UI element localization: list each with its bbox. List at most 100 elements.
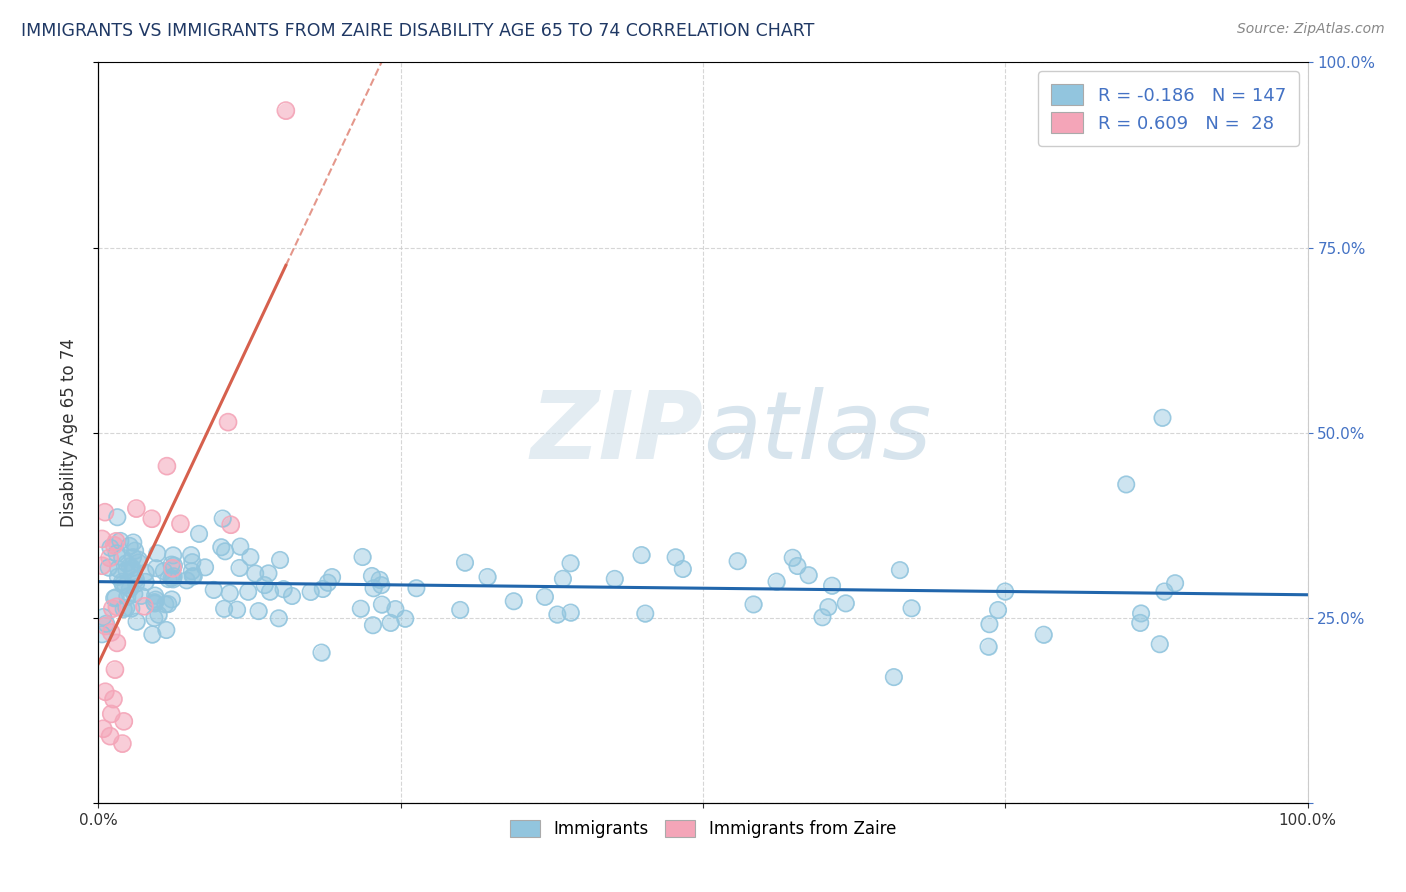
Point (321, 570, 343, 584)
Point (155, 623, 177, 637)
Point (111, 574, 134, 589)
Point (121, 561, 143, 575)
Point (122, 535, 145, 549)
Point (900, 601, 922, 615)
Point (124, 543, 146, 558)
Point (128, 553, 150, 567)
Point (111, 550, 134, 565)
Point (1153, 584, 1175, 599)
Point (281, 589, 304, 603)
Point (111, 577, 134, 591)
Point (105, 546, 128, 560)
Point (630, 548, 652, 562)
Point (180, 564, 202, 578)
Point (124, 543, 146, 558)
Point (91, 610, 114, 624)
Point (380, 615, 402, 630)
Point (603, 572, 626, 586)
Point (405, 581, 427, 595)
Point (560, 606, 582, 620)
Point (91, 558, 114, 573)
Point (176, 574, 198, 588)
Point (350, 601, 373, 615)
Point (1115, 477, 1137, 491)
Point (148, 607, 170, 622)
Point (134, 599, 156, 614)
Point (160, 571, 183, 585)
Point (117, 590, 139, 604)
Point (180, 548, 202, 562)
Point (118, 582, 141, 596)
Point (821, 579, 844, 593)
Point (94, 505, 117, 519)
Point (228, 561, 250, 575)
Point (176, 574, 198, 588)
Point (127, 556, 149, 570)
Point (181, 569, 204, 583)
Point (115, 600, 138, 615)
Point (105, 599, 128, 614)
Point (183, 569, 205, 583)
Point (125, 573, 148, 587)
Point (371, 598, 394, 612)
Point (96, 616, 118, 631)
Point (316, 575, 339, 590)
Point (120, 601, 142, 615)
Point (835, 596, 858, 610)
Point (127, 556, 149, 570)
Point (253, 578, 276, 592)
Point (94, 619, 117, 633)
Point (987, 603, 1010, 617)
Point (269, 553, 291, 567)
Point (141, 512, 163, 526)
Point (312, 582, 335, 596)
Point (163, 558, 186, 573)
Point (160, 592, 183, 607)
Point (194, 560, 217, 574)
Point (121, 565, 143, 579)
Point (114, 578, 136, 592)
Point (111, 550, 134, 565)
Point (226, 603, 249, 617)
Point (143, 611, 166, 625)
Point (97, 560, 120, 574)
Point (143, 589, 166, 603)
Point (634, 607, 657, 621)
Point (883, 670, 905, 684)
Point (135, 574, 157, 589)
Point (883, 670, 905, 684)
Text: Source: ZipAtlas.com: Source: ZipAtlas.com (1237, 22, 1385, 37)
Point (103, 538, 125, 552)
Point (274, 103, 297, 118)
Point (889, 563, 911, 577)
Point (94, 685, 117, 699)
Point (765, 574, 787, 589)
Point (1152, 410, 1174, 425)
Point (112, 714, 135, 729)
Point (194, 560, 217, 574)
Point (546, 607, 568, 622)
Point (259, 584, 281, 599)
Point (120, 601, 142, 615)
Point (217, 415, 239, 429)
Point (361, 569, 384, 583)
Point (118, 559, 141, 574)
Point (274, 103, 297, 118)
Point (229, 540, 252, 554)
Point (1129, 615, 1152, 630)
Point (125, 573, 148, 587)
Point (91, 722, 114, 736)
Point (352, 549, 374, 564)
Point (105, 534, 128, 549)
Point (368, 573, 391, 587)
Point (91, 627, 114, 641)
Point (603, 572, 626, 586)
Point (143, 589, 166, 603)
Point (98, 550, 121, 565)
Point (115, 600, 138, 615)
Text: IMMIGRANTS VS IMMIGRANTS FROM ZAIRE DISABILITY AGE 65 TO 74 CORRELATION CHART: IMMIGRANTS VS IMMIGRANTS FROM ZAIRE DISA… (21, 22, 814, 40)
Point (742, 598, 765, 612)
Point (211, 511, 233, 525)
Point (103, 692, 125, 706)
Point (257, 566, 280, 581)
